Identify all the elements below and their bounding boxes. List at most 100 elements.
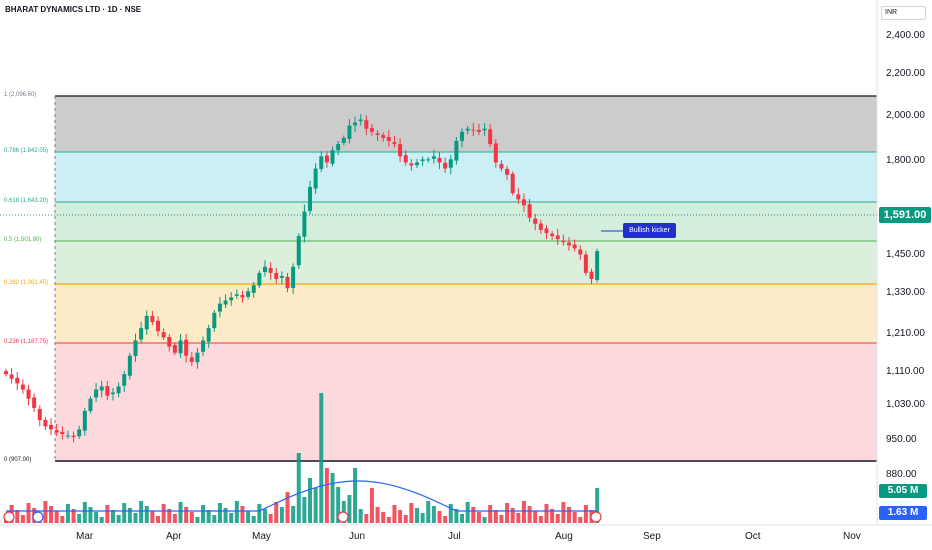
candle-body: [60, 431, 65, 434]
volume-bar: [212, 515, 217, 523]
candle-body: [386, 136, 391, 141]
volume-bar: [488, 505, 493, 523]
volume-bar: [583, 505, 588, 523]
candle-body: [505, 168, 510, 175]
candle-body: [99, 386, 104, 391]
volume-bar: [127, 508, 132, 523]
volume-bar: [296, 453, 301, 523]
volume-bar: [510, 508, 515, 523]
volume-bar: [448, 504, 453, 523]
candle-body: [156, 320, 161, 332]
candle-body: [460, 131, 465, 141]
candle-body: [20, 384, 25, 390]
candle-body: [561, 240, 566, 243]
volume-bar: [431, 506, 436, 523]
volume-bar: [369, 488, 374, 523]
volume-bar: [330, 473, 335, 523]
volume-bar: [71, 509, 76, 523]
volume-bar: [313, 488, 318, 523]
candle-body: [353, 122, 358, 126]
candle-body: [527, 204, 532, 218]
candle-body: [533, 218, 538, 224]
event-marker-e2[interactable]: [32, 511, 44, 523]
candle-body: [206, 328, 211, 342]
candlestick-series[interactable]: [4, 114, 600, 443]
volume-ma-line: [6, 480, 598, 512]
candle-body: [493, 143, 498, 163]
candle-body: [139, 328, 144, 340]
fib-label-0236: 0.236 (1,187.75): [4, 339, 49, 345]
candle-body: [9, 374, 14, 379]
candle-body: [82, 410, 87, 431]
price-tick: 1,110.00: [886, 366, 925, 377]
fib-zone-05-0382: [55, 241, 877, 284]
candle-body: [257, 272, 262, 286]
volume-bar: [471, 507, 476, 523]
volume-series[interactable]: [4, 393, 600, 523]
price-tick: 2,000.00: [886, 110, 925, 121]
volume-bar: [251, 516, 256, 523]
volume-bar: [54, 511, 59, 523]
candle-body: [499, 163, 504, 169]
fib-zone-0382-0236: [55, 284, 877, 343]
volume-bar: [15, 510, 20, 523]
volume-bar: [110, 510, 115, 523]
volume-bar: [116, 515, 121, 523]
volume-bar: [246, 511, 251, 523]
volume-bar: [443, 516, 448, 523]
candle-body: [37, 408, 42, 421]
volume-bar: [223, 508, 228, 523]
volume-bar: [319, 393, 324, 523]
candle-body: [246, 291, 251, 297]
volume-bar: [60, 516, 65, 523]
candle-body: [364, 120, 369, 129]
volume-bar: [505, 503, 510, 523]
bullish-kicker-label[interactable]: Bullish kicker: [623, 223, 676, 238]
candle-body: [195, 352, 200, 363]
volume-bar: [437, 511, 442, 523]
candle-body: [291, 266, 296, 288]
event-marker-e4[interactable]: [590, 511, 602, 523]
currency-selector[interactable]: INR: [881, 6, 926, 20]
candle-body: [510, 173, 515, 194]
volume-bar: [291, 506, 296, 523]
volume-bar: [49, 506, 54, 523]
candle-body: [94, 389, 99, 398]
candle-body: [178, 340, 183, 354]
volume-bar: [206, 510, 211, 523]
candle-body: [172, 345, 177, 353]
time-tick: Mar: [76, 531, 94, 542]
time-tick: May: [252, 531, 271, 542]
candle-body: [302, 211, 307, 237]
volume-bar: [561, 502, 566, 523]
fib-label-0786: 0.786 (1,842.05): [4, 148, 49, 154]
candle-body: [358, 119, 363, 122]
volume-bar: [133, 513, 138, 523]
candle-body: [110, 392, 115, 395]
candle-body: [201, 340, 206, 352]
last-price-label: 1,591.00: [879, 207, 931, 223]
candle-body: [550, 233, 555, 237]
event-marker-e3[interactable]: [337, 511, 349, 523]
fib-label-05: 0.5 (1,501.80): [4, 237, 42, 243]
candle-body: [341, 137, 346, 143]
volume-bar: [156, 516, 161, 523]
volume-bar: [516, 513, 521, 523]
volume-bar: [144, 506, 149, 523]
volume-bar: [347, 495, 352, 523]
volume-bar: [386, 517, 391, 523]
volume-bar: [381, 512, 386, 523]
volume-bar: [375, 507, 380, 523]
event-marker-e1[interactable]: [3, 511, 15, 523]
candle-body: [234, 294, 239, 296]
price-tick: 1,030.00: [886, 399, 925, 410]
price-tick: 950.00: [886, 434, 917, 445]
volume-bar: [139, 501, 144, 523]
volume-bar: [217, 503, 222, 523]
volume-bar: [20, 515, 25, 523]
candle-body: [583, 254, 588, 273]
candle-body: [369, 128, 374, 132]
volume-bar: [262, 509, 267, 523]
price-tick: 1,800.00: [886, 155, 925, 166]
